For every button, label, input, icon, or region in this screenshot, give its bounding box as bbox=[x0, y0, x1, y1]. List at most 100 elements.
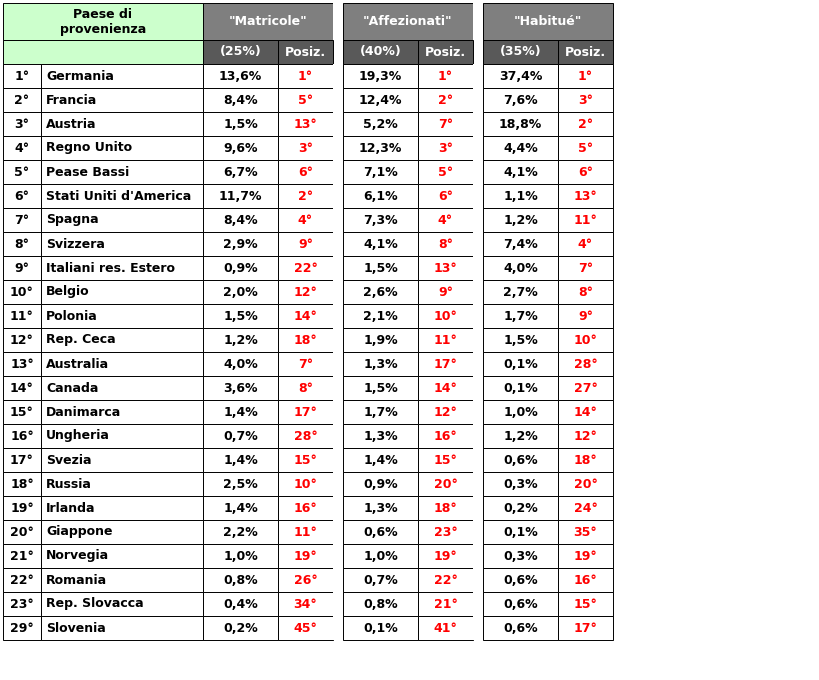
Text: 7°: 7° bbox=[437, 118, 453, 131]
Bar bbox=[278, 352, 333, 376]
Text: 1,5%: 1,5% bbox=[223, 309, 257, 322]
Text: 1°: 1° bbox=[297, 69, 313, 82]
Text: 13°: 13° bbox=[573, 190, 597, 203]
Text: 9°: 9° bbox=[577, 309, 592, 322]
Bar bbox=[333, 64, 342, 88]
Bar bbox=[278, 520, 333, 544]
Bar bbox=[3, 616, 41, 640]
Text: 45°: 45° bbox=[293, 622, 317, 634]
Bar bbox=[473, 64, 482, 88]
Bar bbox=[203, 88, 278, 112]
Text: 0,8%: 0,8% bbox=[223, 573, 257, 586]
Bar bbox=[41, 400, 203, 424]
Bar bbox=[418, 544, 473, 568]
Bar bbox=[333, 328, 342, 352]
Text: 28°: 28° bbox=[573, 358, 597, 371]
Bar bbox=[3, 568, 41, 592]
Text: 3°: 3° bbox=[15, 118, 29, 131]
Bar bbox=[278, 544, 333, 568]
Bar bbox=[278, 184, 333, 208]
Bar bbox=[278, 208, 333, 232]
Text: Ungheria: Ungheria bbox=[46, 430, 110, 443]
Bar bbox=[278, 592, 333, 616]
Bar bbox=[3, 3, 203, 40]
Text: 2°: 2° bbox=[15, 94, 29, 107]
Bar bbox=[3, 304, 41, 328]
Text: 7°: 7° bbox=[15, 214, 29, 226]
Bar bbox=[473, 328, 482, 352]
Bar bbox=[557, 544, 613, 568]
Bar bbox=[41, 448, 203, 472]
Bar bbox=[333, 592, 342, 616]
Bar bbox=[203, 208, 278, 232]
Bar bbox=[41, 376, 203, 400]
Text: 0,1%: 0,1% bbox=[503, 381, 537, 394]
Text: 17°: 17° bbox=[10, 454, 34, 466]
Text: 17°: 17° bbox=[433, 358, 457, 371]
Bar bbox=[3, 88, 41, 112]
Bar bbox=[203, 376, 278, 400]
Bar bbox=[482, 616, 557, 640]
Bar bbox=[418, 400, 473, 424]
Text: Paese di
provenienza: Paese di provenienza bbox=[60, 7, 146, 35]
Bar bbox=[473, 496, 482, 520]
Bar bbox=[418, 160, 473, 184]
Text: 20°: 20° bbox=[572, 477, 597, 490]
Text: Rep. Ceca: Rep. Ceca bbox=[46, 333, 115, 347]
Bar bbox=[482, 304, 557, 328]
Bar bbox=[557, 520, 613, 544]
Bar bbox=[203, 256, 278, 280]
Text: 7°: 7° bbox=[297, 358, 313, 371]
Bar bbox=[482, 328, 557, 352]
Text: 11°: 11° bbox=[10, 309, 34, 322]
Text: 1,2%: 1,2% bbox=[223, 333, 257, 347]
Bar bbox=[557, 280, 613, 304]
Bar bbox=[3, 496, 41, 520]
Bar bbox=[418, 40, 473, 64]
Bar bbox=[418, 184, 473, 208]
Bar bbox=[278, 376, 333, 400]
Text: 21°: 21° bbox=[433, 598, 457, 611]
Text: 4,4%: 4,4% bbox=[503, 141, 537, 154]
Bar bbox=[342, 40, 418, 64]
Bar bbox=[3, 184, 41, 208]
Bar bbox=[342, 184, 418, 208]
Bar bbox=[278, 328, 333, 352]
Bar bbox=[278, 496, 333, 520]
Bar bbox=[3, 520, 41, 544]
Bar bbox=[342, 304, 418, 328]
Text: 29°: 29° bbox=[10, 622, 34, 634]
Text: 11°: 11° bbox=[433, 333, 457, 347]
Text: 1,0%: 1,0% bbox=[363, 549, 397, 562]
Bar bbox=[342, 136, 418, 160]
Text: Spagna: Spagna bbox=[46, 214, 98, 226]
Bar bbox=[203, 592, 278, 616]
Text: 2,0%: 2,0% bbox=[223, 286, 257, 299]
Text: 0,1%: 0,1% bbox=[503, 358, 537, 371]
Text: (35%): (35%) bbox=[499, 46, 541, 58]
Bar bbox=[482, 496, 557, 520]
Bar bbox=[41, 232, 203, 256]
Text: 4,0%: 4,0% bbox=[223, 358, 257, 371]
Bar bbox=[418, 448, 473, 472]
Text: 14°: 14° bbox=[293, 309, 317, 322]
Bar bbox=[557, 88, 613, 112]
Bar bbox=[203, 136, 278, 160]
Bar bbox=[3, 280, 41, 304]
Text: 0,6%: 0,6% bbox=[503, 622, 537, 634]
Bar bbox=[342, 400, 418, 424]
Text: 0,3%: 0,3% bbox=[503, 549, 537, 562]
Bar bbox=[203, 328, 278, 352]
Bar bbox=[342, 352, 418, 376]
Bar bbox=[557, 304, 613, 328]
Bar bbox=[342, 112, 418, 136]
Bar bbox=[473, 568, 482, 592]
Bar bbox=[418, 496, 473, 520]
Bar bbox=[333, 400, 342, 424]
Bar bbox=[333, 232, 342, 256]
Bar bbox=[482, 568, 557, 592]
Bar bbox=[333, 544, 342, 568]
Text: 13°: 13° bbox=[293, 118, 317, 131]
Text: 28°: 28° bbox=[293, 430, 317, 443]
Bar bbox=[482, 280, 557, 304]
